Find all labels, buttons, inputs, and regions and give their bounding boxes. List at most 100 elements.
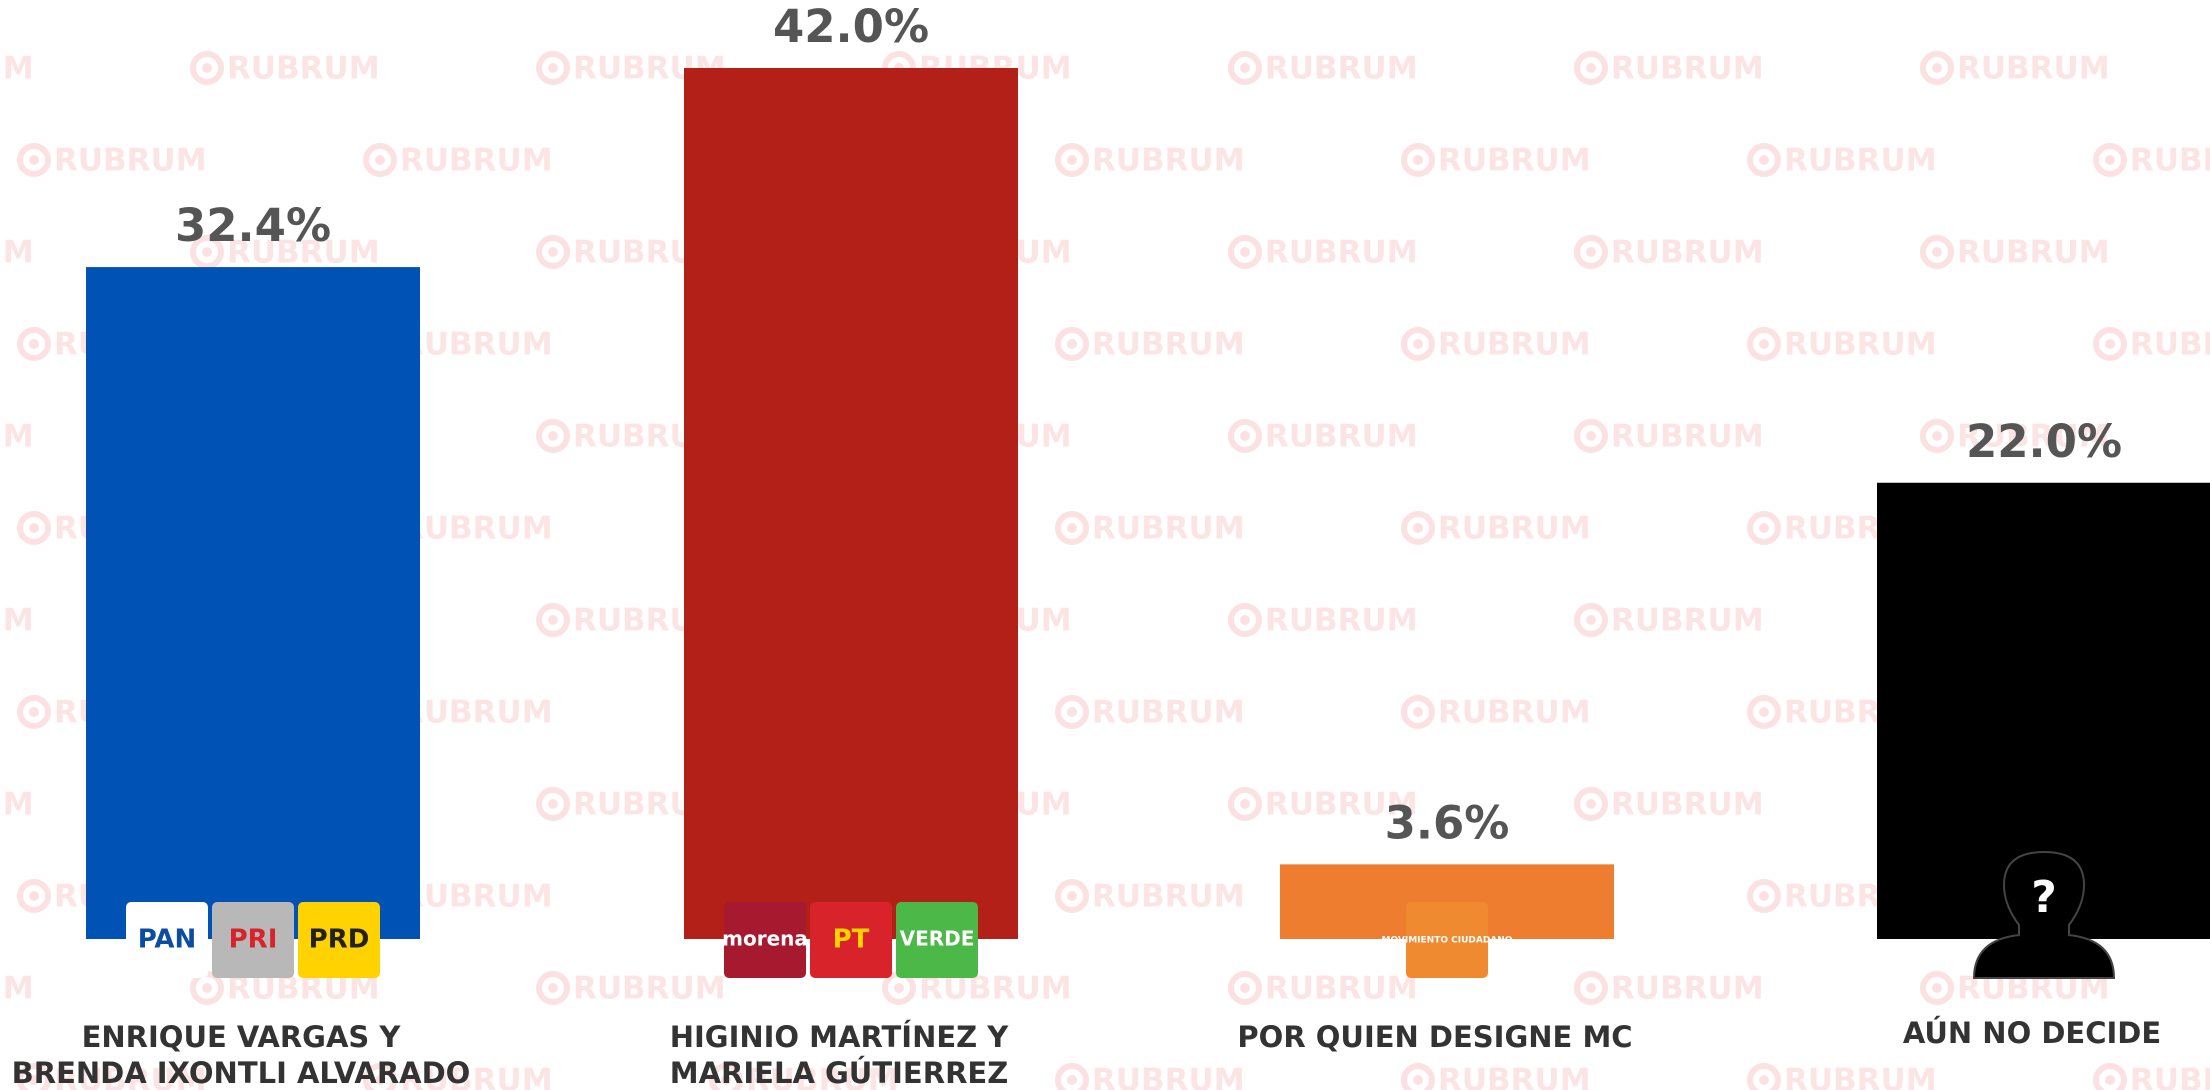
party-logo-text: PAN (138, 925, 197, 955)
watermark: RUBRUM (1265, 603, 1418, 639)
watermark-icon (29, 891, 39, 901)
watermark-icon (375, 155, 385, 165)
watermark-icon (1574, 419, 1608, 453)
party-logo-text: PRD (309, 925, 370, 955)
watermark-icon (1747, 511, 1781, 545)
watermark: RUBRUM (1957, 235, 2110, 271)
value-label: 22.0% (1966, 415, 2122, 468)
value-label: 42.0% (773, 0, 929, 53)
watermark-icon (1759, 523, 1769, 533)
watermark-icon (29, 523, 39, 533)
watermark-icon (536, 787, 570, 821)
watermark-icon (1401, 327, 1435, 361)
watermark-icon (1055, 143, 1089, 177)
watermark-icon (17, 143, 51, 177)
watermark-icon (190, 235, 224, 269)
watermark: RUBRUM (1092, 695, 1245, 731)
party-logo (1406, 902, 1488, 978)
watermark-icon (1240, 247, 1250, 257)
watermark: RUBRUM (400, 327, 553, 363)
watermark-icon (1574, 971, 1608, 1005)
watermark-icon (536, 971, 570, 1005)
watermark-icon (1401, 1063, 1435, 1090)
party-logo-text: PRI (229, 925, 278, 955)
watermark: RUBRUM (2130, 143, 2210, 179)
watermark: RUBRUM (400, 879, 553, 915)
unknown-person-icon (1972, 850, 2116, 979)
watermark-icon (1932, 247, 1942, 257)
watermark-icon (536, 419, 570, 453)
watermark-icon (1067, 1075, 1077, 1085)
watermark: RUBRUM (54, 143, 207, 179)
party-logo-text: VERDE (900, 927, 975, 951)
watermark-icon (1747, 695, 1781, 729)
category-label: MARIELA GÚTIERREZ (670, 1056, 1008, 1090)
watermark-icon (1586, 431, 1596, 441)
watermark-icon (1574, 603, 1608, 637)
watermark: RUBRUM (1438, 695, 1591, 731)
watermark-icon (1759, 155, 1769, 165)
watermark-icon (202, 63, 212, 73)
watermark-icon (1920, 419, 1954, 453)
watermark-icon (1759, 891, 1769, 901)
watermark: RUBRUM (227, 235, 380, 271)
watermark: RUBRUM (1438, 327, 1591, 363)
watermark-icon (1228, 603, 1262, 637)
watermark: RUBRUM (0, 419, 34, 455)
watermark-icon (548, 63, 558, 73)
watermark: RUBRUM (400, 1063, 553, 1090)
watermark: RUBRUM (0, 971, 34, 1007)
watermark-icon (29, 339, 39, 349)
watermark-icon (363, 143, 397, 177)
party-logo (298, 902, 380, 978)
party-logo-text: morena (722, 927, 808, 951)
watermark: RUBRUM (1611, 235, 1764, 271)
watermark-icon (1574, 787, 1608, 821)
value-label: 3.6% (1385, 796, 1510, 849)
watermark-icon (1413, 523, 1423, 533)
watermark-icon (1240, 799, 1250, 809)
watermark: RUBRUM (1611, 787, 1764, 823)
watermark: RUBRUM (1265, 971, 1418, 1007)
watermark: RUBRUM (2130, 327, 2210, 363)
watermark-icon (1067, 155, 1077, 165)
watermark-icon (2093, 327, 2127, 361)
watermark-icon (1067, 891, 1077, 901)
watermark-icon (17, 879, 51, 913)
watermark-icon (1747, 143, 1781, 177)
watermark-icon (1932, 63, 1942, 73)
watermark: RUBRUM (2130, 1063, 2210, 1090)
watermark-icon (1055, 511, 1089, 545)
watermark-icon (1586, 799, 1596, 809)
watermark: RUBRUM (1611, 419, 1764, 455)
watermark-icon (1920, 51, 1954, 85)
watermark-icon (1240, 615, 1250, 625)
watermark-icon (1920, 971, 1954, 1005)
watermark-icon (1413, 707, 1423, 717)
watermark-icon (1932, 983, 1942, 993)
watermark: RUBRUM (1957, 419, 2110, 455)
watermark-icon (29, 707, 39, 717)
watermark-icon (1055, 327, 1089, 361)
watermark-icon (548, 247, 558, 257)
watermark-icon (1240, 983, 1250, 993)
watermark-icon (2105, 155, 2115, 165)
watermark: RUBRUM (0, 51, 34, 87)
watermark-icon (1228, 51, 1262, 85)
watermark: RUBRUM (1784, 327, 1937, 363)
watermark: RUBRUM (1957, 51, 2110, 87)
watermark-icon (1401, 511, 1435, 545)
watermark-icon (1401, 695, 1435, 729)
watermark-icon (2093, 1063, 2127, 1090)
watermark: RUBRUM (1265, 235, 1418, 271)
party-logo-text: MOVIMIENTO CIUDADANO (1382, 936, 1513, 946)
watermark-icon (536, 603, 570, 637)
watermark: RUBRUM (1611, 51, 1764, 87)
watermark-icon (1228, 235, 1262, 269)
bar (86, 267, 420, 940)
watermark-icon (1586, 247, 1596, 257)
watermark-icon (375, 1075, 385, 1085)
watermark-icon (1759, 339, 1769, 349)
watermark-icon (17, 511, 51, 545)
